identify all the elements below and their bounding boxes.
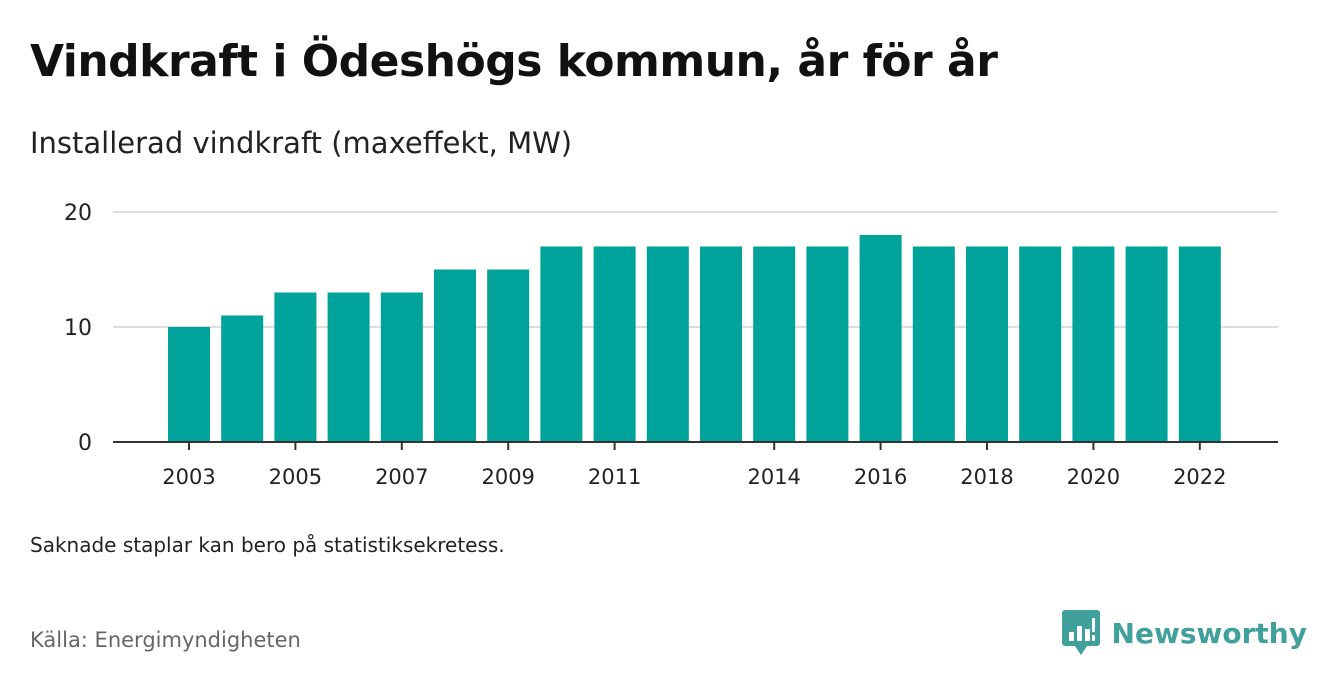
source-text: Källa: Energimyndigheten — [30, 628, 301, 652]
bar-2020 — [1072, 246, 1115, 442]
bar-2013 — [700, 246, 742, 442]
bar-2017 — [912, 246, 955, 442]
bar-2021 — [1125, 246, 1168, 442]
chart-title: Vindkraft i Ödeshögs kommun, år för år — [30, 36, 998, 87]
x-tick-label: 2009 — [481, 465, 534, 489]
bar-2004 — [221, 315, 264, 442]
bar-2019 — [1019, 246, 1062, 442]
y-tick-label: 10 — [64, 316, 92, 341]
bar-2015 — [806, 246, 849, 442]
bar-2009 — [487, 269, 530, 442]
x-tick-label: 2007 — [375, 465, 428, 489]
x-tick-label: 2003 — [162, 465, 215, 489]
bar-2016 — [859, 235, 902, 442]
y-tick-label: 0 — [78, 431, 92, 456]
y-tick-label: 20 — [64, 201, 92, 226]
brand-name: Newsworthy — [1111, 616, 1307, 650]
x-tick-label: 2016 — [854, 465, 907, 489]
brand-logo: Newsworthy — [1061, 610, 1307, 656]
footnote: Saknade staplar kan bero på statistiksek… — [30, 533, 505, 557]
bar-2011 — [593, 246, 636, 442]
bar-2008 — [434, 269, 476, 442]
x-tick-label: 2014 — [747, 465, 800, 489]
bar-2007 — [380, 292, 423, 442]
x-tick-label: 2022 — [1173, 465, 1226, 489]
bar-2018 — [966, 246, 1008, 442]
bar-chart: 0 10 20 2003 2005 2007 2009 2011 2014 2016 2018 202… — [64, 201, 1278, 489]
bar-2005 — [274, 292, 317, 442]
bar-2014 — [753, 246, 796, 442]
bar-2022 — [1178, 246, 1221, 442]
x-tick-label: 2005 — [269, 465, 322, 489]
bar-2012 — [646, 246, 689, 442]
bar-2006 — [327, 292, 370, 442]
x-tick-label: 2018 — [960, 465, 1013, 489]
bar-2010 — [540, 246, 583, 442]
bar-2003 — [168, 327, 210, 442]
chart-subtitle: Installerad vindkraft (maxeffekt, MW) — [30, 126, 573, 160]
x-tick-label: 2020 — [1067, 465, 1120, 489]
newsworthy-logo-icon — [1061, 610, 1100, 655]
x-tick-label: 2011 — [588, 465, 641, 489]
